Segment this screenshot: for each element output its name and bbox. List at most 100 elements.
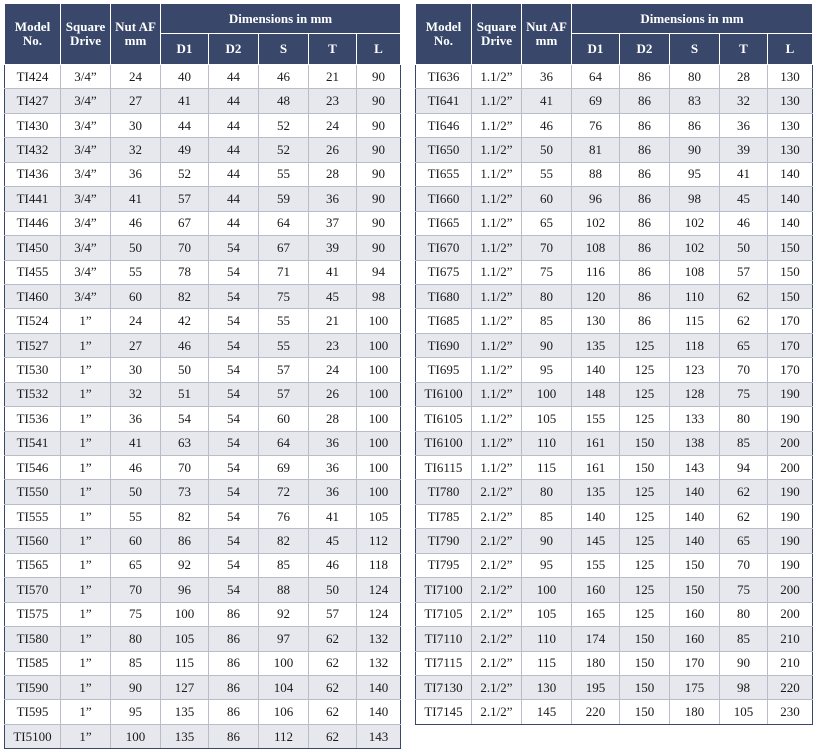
cell-square-drive: 1” [60,626,111,652]
cell-d1: 82 [160,283,209,310]
cell-model: TI6105 [415,406,472,432]
cell-model: TI7105 [415,601,472,628]
cell-t: 62 [719,503,768,530]
cell-square-drive: 1” [60,723,111,749]
cell-nut-af: 130 [521,674,572,701]
cell-t: 50 [719,235,768,261]
cell-t: 50 [308,577,357,603]
cell-model: TI550 [4,479,61,505]
cell-l: 112 [356,528,401,554]
cell-square-drive: 2.1/2” [471,552,522,579]
cell-l: 170 [767,308,813,334]
cell-s: 180 [669,699,720,725]
cell-t: 62 [308,723,357,749]
cell-d2: 54 [208,332,259,359]
cell-nut-af: 30 [110,112,161,139]
cell-s: 76 [258,503,309,530]
cell-nut-af: 41 [110,430,161,457]
cell-t: 26 [308,381,357,408]
cell-model: TI6100 [415,430,472,457]
cell-l: 98 [356,283,401,310]
cell-model: TI6115 [415,454,472,481]
header-s: S [669,33,720,65]
cell-l: 170 [767,332,813,359]
table-row: TI641 1.1/2” 41 69 86 83 32 130 [415,88,813,114]
cell-l: 140 [356,699,401,725]
cell-nut-af: 100 [521,577,572,603]
cell-nut-af: 70 [521,235,572,261]
cell-square-drive: 1” [60,552,111,579]
cell-square-drive: 3/4” [60,112,111,139]
cell-l: 118 [356,552,401,579]
cell-model: TI680 [415,283,472,310]
cell-nut-af: 41 [110,186,161,212]
header-d1: D1 [571,33,620,65]
cell-d1: 161 [571,454,620,481]
cell-d2: 86 [619,259,670,285]
cell-t: 62 [308,699,357,725]
cell-model: TI436 [4,161,61,188]
cell-d1: 96 [571,186,620,212]
cell-d1: 135 [160,699,209,725]
table-row: TI675 1.1/2” 75 116 86 108 57 150 [415,259,813,285]
cell-s: 112 [258,723,309,749]
cell-s: 48 [258,88,309,114]
cell-model: TI665 [415,210,472,237]
cell-d1: 174 [571,626,620,652]
cell-l: 190 [767,406,813,432]
table-row: TI555 1” 55 82 54 76 41 105 [4,503,401,530]
cell-model: TI780 [415,479,472,505]
cell-d1: 180 [571,650,620,676]
cell-model: TI565 [4,552,61,579]
cell-d1: 76 [571,112,620,139]
cell-t: 41 [719,161,768,188]
cell-s: 133 [669,406,720,432]
cell-d1: 70 [160,235,209,261]
cell-s: 64 [258,430,309,457]
table-row: TI527 1” 27 46 54 55 23 100 [4,332,401,359]
cell-d2: 86 [619,186,670,212]
cell-t: 21 [308,63,357,90]
cell-d1: 105 [160,626,209,652]
header-nut-af: Nut AF mm [110,3,161,65]
table-row: TI460 3/4” 60 82 54 75 45 98 [4,283,401,310]
cell-model: TI795 [415,552,472,579]
cell-d2: 86 [619,63,670,90]
cell-s: 57 [258,357,309,383]
cell-nut-af: 46 [110,454,161,481]
cell-nut-af: 41 [521,88,572,114]
cell-s: 90 [669,137,720,163]
cell-d2: 125 [619,332,670,359]
cell-l: 90 [356,137,401,163]
cell-model: TI432 [4,137,61,163]
cell-t: 62 [719,479,768,505]
cell-nut-af: 100 [521,381,572,408]
cell-d2: 86 [619,137,670,163]
cell-l: 90 [356,88,401,114]
cell-d1: 115 [160,650,209,676]
cell-d2: 86 [619,210,670,237]
cell-square-drive: 1” [60,674,111,701]
cell-d1: 50 [160,357,209,383]
cell-l: 100 [356,406,401,432]
cell-d1: 86 [160,528,209,554]
cell-model: TI585 [4,650,61,676]
cell-nut-af: 30 [110,357,161,383]
cell-model: TI7145 [415,699,472,725]
cell-l: 94 [356,259,401,285]
table-row: TI680 1.1/2” 80 120 86 110 62 150 [415,283,813,310]
table-row: TI6100 1.1/2” 110 161 150 138 85 200 [415,430,813,457]
cell-t: 32 [719,88,768,114]
cell-s: 128 [669,381,720,408]
cell-s: 86 [669,112,720,139]
cell-s: 97 [258,626,309,652]
cell-s: 108 [669,259,720,285]
table-row: TI6115 1.1/2” 115 161 150 143 94 200 [415,454,813,481]
cell-l: 105 [356,503,401,530]
cell-s: 175 [669,674,720,701]
cell-s: 55 [258,332,309,359]
cell-nut-af: 80 [110,626,161,652]
cell-model: TI660 [415,186,472,212]
cell-s: 140 [669,528,720,554]
cell-square-drive: 1” [60,650,111,676]
